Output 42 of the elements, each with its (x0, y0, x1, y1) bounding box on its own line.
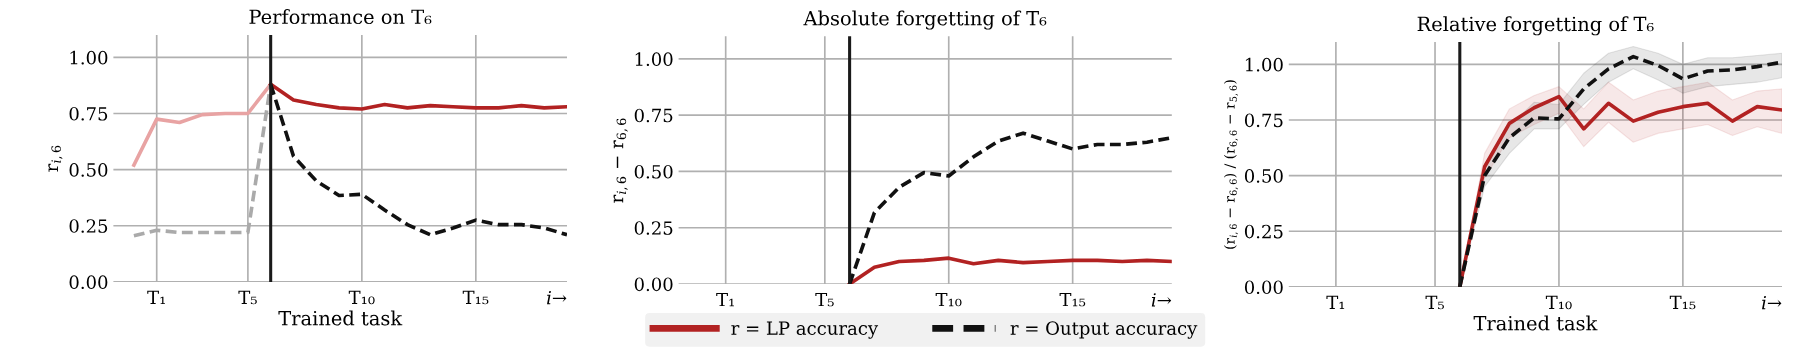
x-tick-label: T₁₀ (935, 292, 962, 307)
text: i→ (1151, 293, 1172, 307)
text: (r$_{i,6}$ − r$_{6,6}$) / (r$_{6,6}$ − r$_{5,6}$) (1224, 80, 1239, 249)
y-axis-title: r$_{i,6}$ (48, 145, 63, 172)
x-tick-label: T₁₀ (348, 290, 375, 305)
y-tick-label: 0.50 (1244, 169, 1283, 183)
x-axis-title: Trained task (1473, 315, 1598, 331)
x-tick-label: T₁₅ (1059, 292, 1086, 307)
chart-title: Relative forgetting of T₆ (1417, 16, 1654, 36)
legend-label: r = Output accuracy (1010, 321, 1198, 339)
y-tick-label: 0.50 (634, 164, 673, 179)
y-tick-label: 0.25 (69, 219, 108, 233)
x-tick-label: T₅ (1425, 295, 1444, 310)
line-series (847, 256, 1172, 285)
y-tick-label: 0.75 (69, 106, 108, 121)
x-tick-label: T₁₅ (1669, 295, 1696, 310)
x-tick-label: T₅ (238, 290, 257, 305)
y-axis-title: r$_{i,6}$ − r$_{6,6}$ (613, 118, 628, 203)
y-tick-label: 1.00 (70, 50, 108, 65)
y-tick-label: 0.25 (1244, 224, 1283, 239)
x-tick-label: T₁ (1326, 295, 1345, 310)
x-tick-label: T₁₅ (462, 290, 489, 305)
y-tick-label: 0.00 (634, 277, 673, 292)
x-axis-title: Trained task (278, 310, 403, 326)
x-tick-label: T₁ (147, 290, 165, 304)
chart-title: Absolute forgetting of T₆ (803, 10, 1047, 30)
text: i→ (1762, 295, 1782, 310)
line-series (268, 82, 567, 111)
chart-title: Performance on T₆ (249, 9, 432, 25)
x-tick-label: T₅ (815, 292, 834, 307)
x-tick-label: T₁ (716, 292, 734, 307)
y-tick-label: 1.00 (1245, 57, 1283, 72)
y-tick-label: 0.50 (69, 163, 108, 177)
y-tick-label: 0.25 (634, 221, 673, 235)
y-tick-label: 0.00 (1244, 280, 1283, 295)
text: i→ (547, 290, 567, 305)
y-tick-label: 0.75 (1244, 113, 1283, 128)
y-tick-label: 0.75 (634, 108, 673, 123)
y-tick-label: 0.00 (69, 275, 108, 289)
x-tick-label: T₁₀ (1545, 295, 1572, 310)
y-tick-label: 1.00 (635, 52, 673, 66)
legend-label: r = LP accuracy (731, 321, 879, 339)
